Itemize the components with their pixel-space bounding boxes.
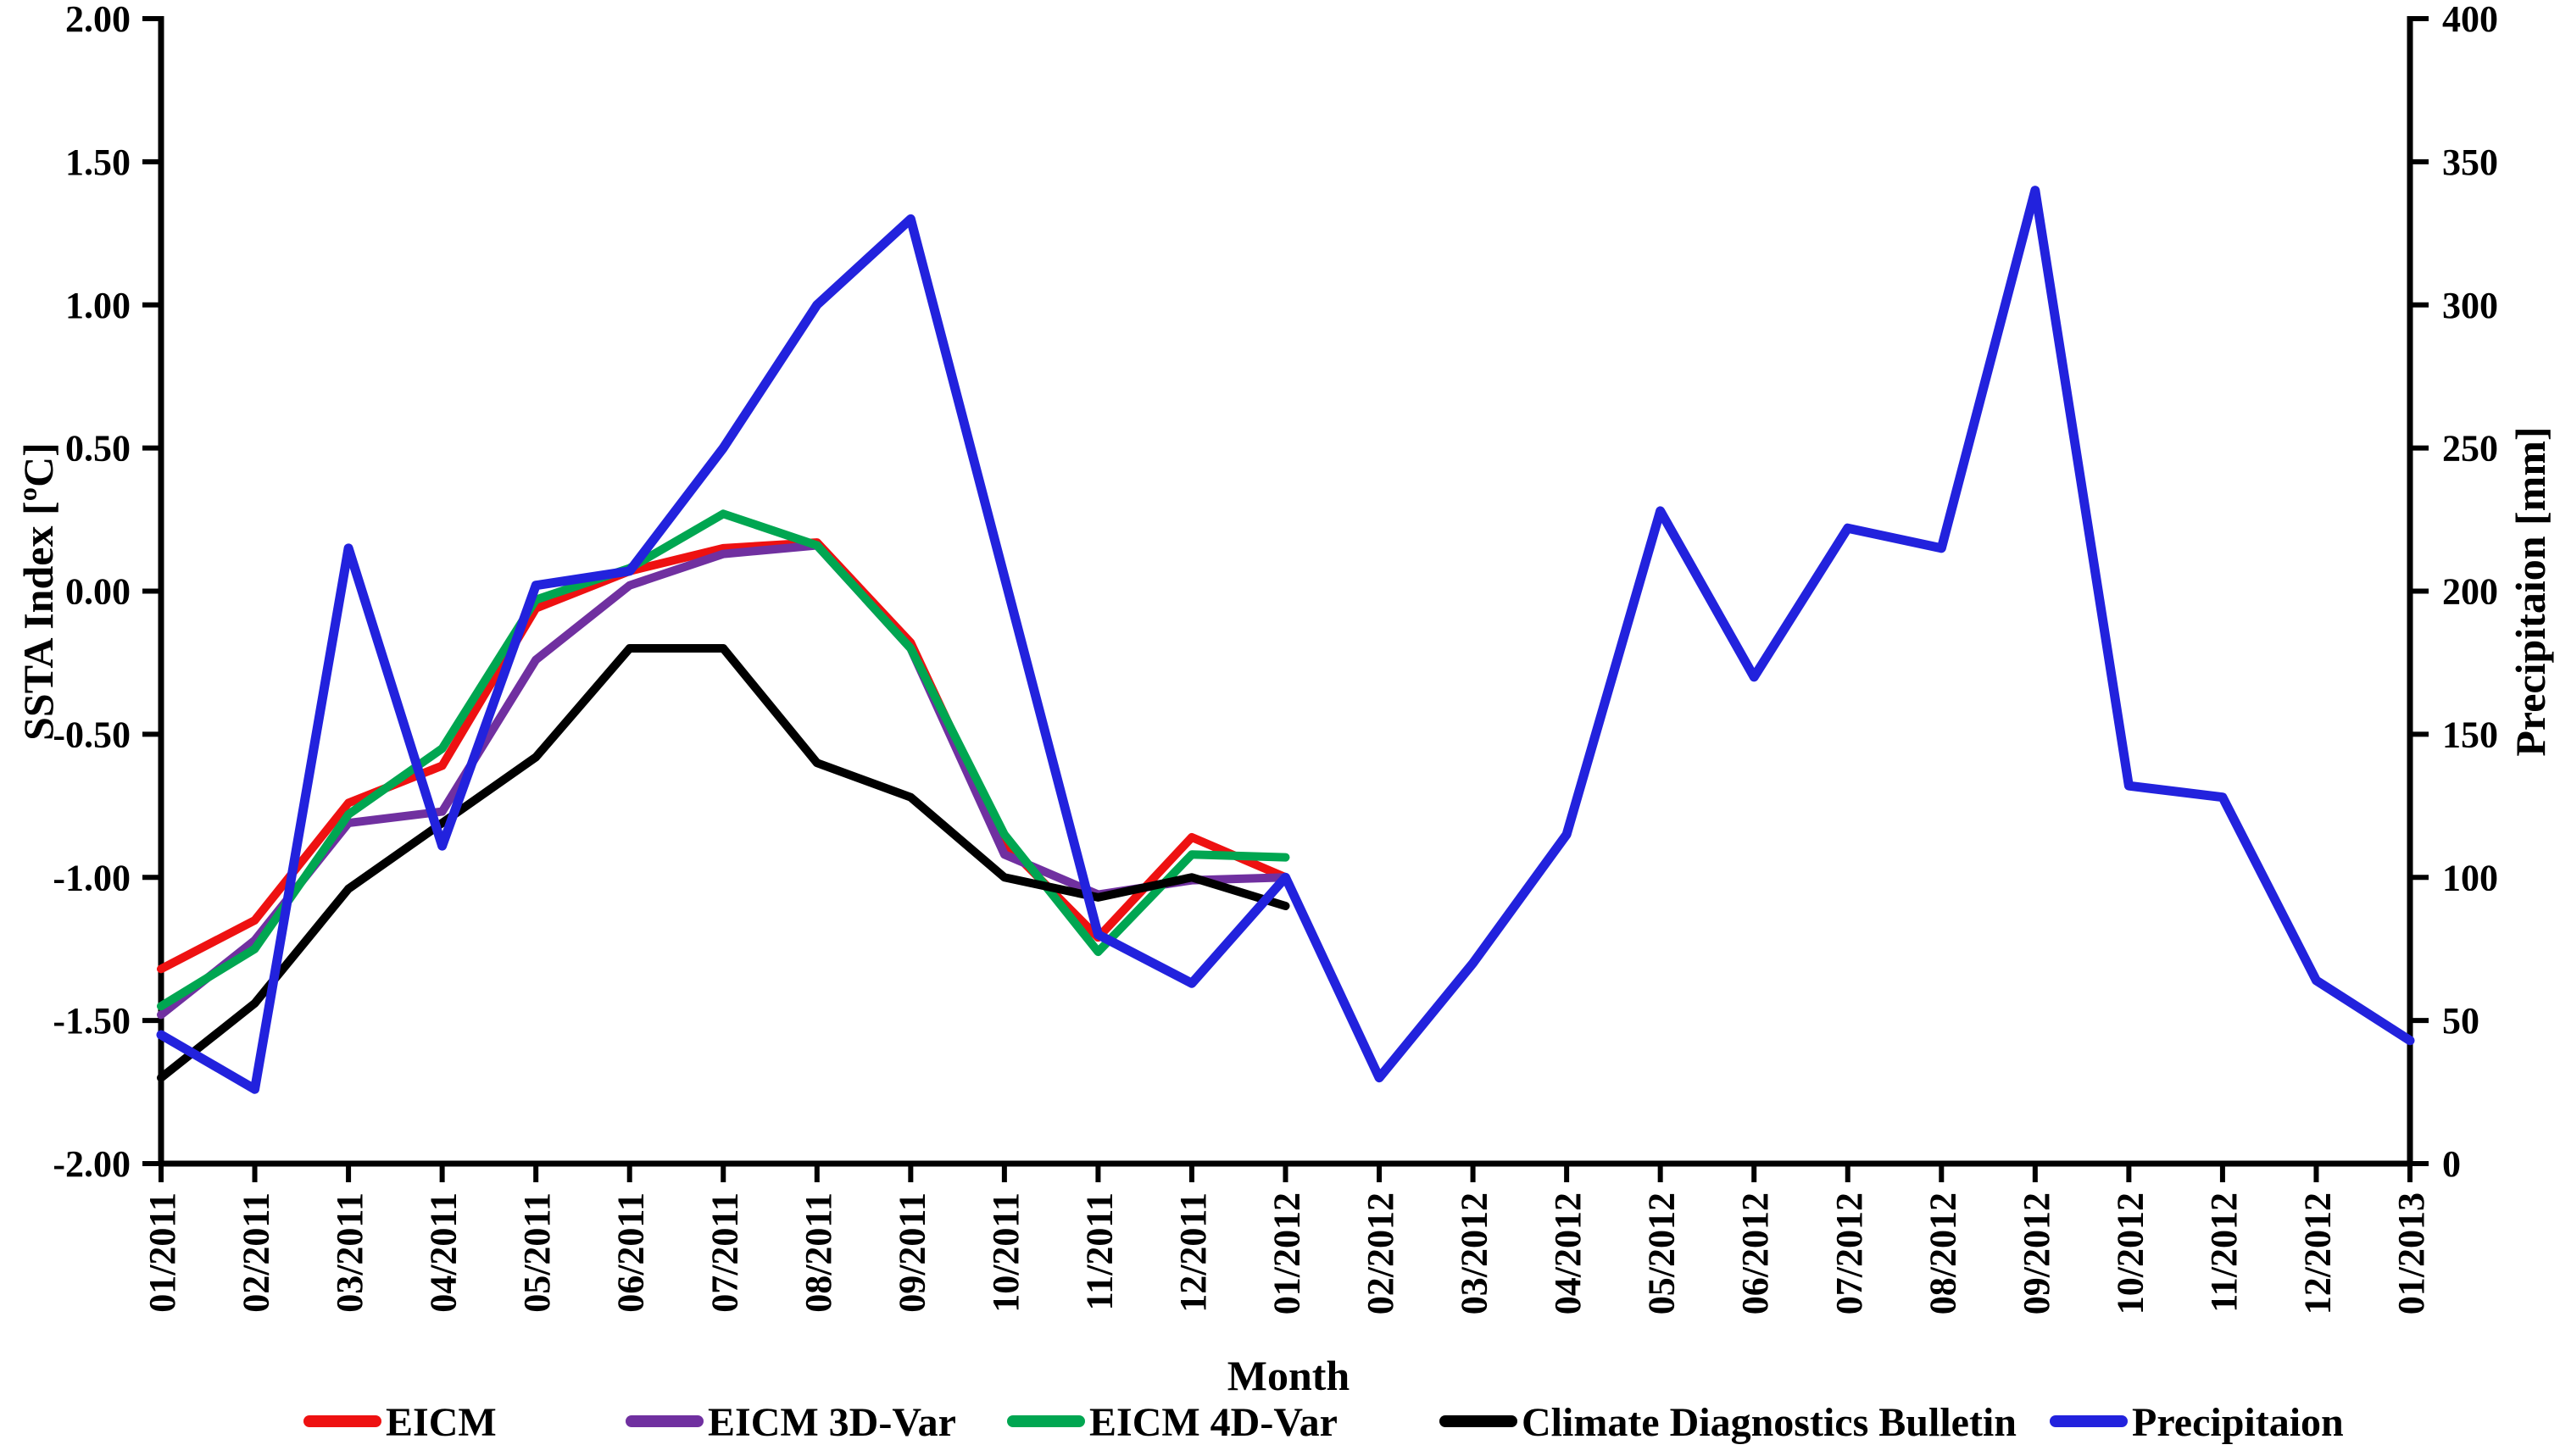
legend-item-climate-diagnostics-bulletin: Climate Diagnostics Bulletin [1439,1400,2017,1445]
legend-label: EICM 4D-Var [1089,1400,1338,1445]
y-axis-left-title: SSTA Index [ºC] [14,442,62,741]
x-tick-label: 12/2011 [1172,1192,1214,1313]
x-tick-label: 11/2012 [2203,1192,2245,1313]
right-tick-label: 200 [2442,571,2498,613]
legend-item-eicm-4d-var: EICM 4D-Var [1007,1400,1338,1445]
x-tick-label: 11/2011 [1078,1192,1120,1310]
x-tick-label: 01/2013 [2390,1192,2432,1314]
x-tick-label: 01/2012 [1266,1192,1308,1314]
x-tick-label: 02/2011 [236,1192,277,1313]
series-line-precipitaion [156,186,2415,1094]
right-tick-label: 150 [2442,714,2498,755]
left-tick-label: -1.50 [53,1000,131,1042]
legend-label: EICM [386,1400,497,1445]
left-tick-label: 0.00 [65,571,131,613]
x-tick-label: 02/2012 [1360,1192,1401,1314]
x-tick-label: 09/2012 [2016,1192,2057,1314]
left-tick-label: 0.50 [65,428,131,470]
x-tick-label: 07/2012 [1828,1192,1870,1314]
x-tick-label: 12/2012 [2296,1192,2338,1314]
left-tick-label: -2.00 [53,1143,131,1185]
left-tick-label: -0.50 [53,714,131,755]
axes [158,16,2413,1167]
x-tick-label: 04/2012 [1547,1192,1589,1314]
axis-ticks [142,16,2429,1182]
legend-label: Climate Diagnostics Bulletin [1522,1400,2017,1445]
legend-item-eicm-3d-var: EICM 3D-Var [626,1400,956,1445]
x-tick-label: 05/2012 [1641,1192,1683,1314]
x-tick-label: 08/2011 [798,1192,839,1313]
x-tick-label: 06/2012 [1734,1192,1776,1314]
right-tick-label: 350 [2442,142,2498,183]
right-tick-label: 100 [2442,857,2498,898]
right-tick-label: 250 [2442,428,2498,470]
left-tick-label: 1.50 [65,142,131,183]
x-tick-label: 10/2012 [2109,1192,2151,1314]
right-tick-label: 300 [2442,285,2498,326]
x-tick-label: 07/2011 [704,1192,745,1313]
x-tick-label: 04/2011 [423,1192,465,1313]
left-tick-label: -1.00 [53,857,131,898]
legend-item-precipitaion: Precipitaion [2050,1400,2344,1445]
series-line-climate-diagnostics-bulletin [157,644,1290,1082]
series-line-eicm-4d-var [157,509,1290,1011]
data-series [156,186,2415,1094]
legend-label: Precipitaion [2132,1400,2344,1445]
x-tick-label: 08/2012 [1922,1192,1963,1314]
x-tick-label: 10/2011 [985,1192,1027,1313]
left-tick-label: 1.00 [65,285,131,326]
x-axis-title: Month [1227,1352,1350,1399]
legend-label: EICM 3D-Var [708,1400,956,1445]
x-tick-label: 01/2011 [142,1192,183,1313]
right-tick-label: 400 [2442,0,2498,40]
x-tick-label: 06/2011 [610,1192,652,1313]
y-axis-right-title: Precipitaion [mm] [2507,426,2554,756]
x-tick-label: 03/2012 [1454,1192,1495,1314]
right-tick-label: 50 [2442,1000,2479,1042]
right-tick-label: 0 [2442,1143,2461,1185]
left-tick-label: 2.00 [65,0,131,40]
legend-item-eicm: EICM [303,1400,497,1445]
axis-tick-labels: 2.00 400 1.50 350 1.00 300 0.50 250 0.00 200 -0.50… [53,0,2498,1314]
legend: EICM EICM 3D-Var EICM 4D-Var Climate Diagno… [303,1400,2344,1445]
series-line-eicm [157,538,1290,974]
x-tick-label: 05/2011 [516,1192,558,1313]
x-tick-label: 09/2011 [891,1192,932,1313]
x-tick-label: 03/2011 [329,1192,370,1313]
